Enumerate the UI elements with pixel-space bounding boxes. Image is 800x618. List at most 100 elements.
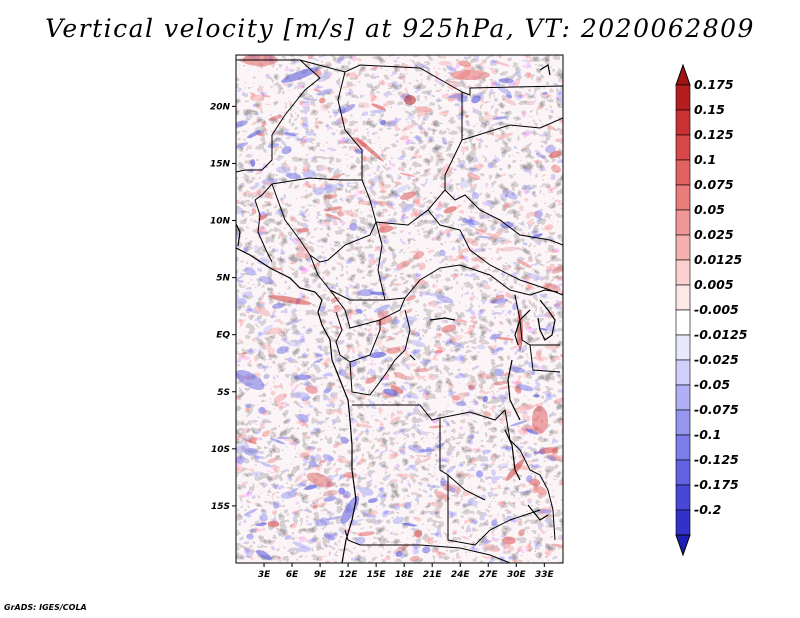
velocity-patch	[497, 86, 512, 95]
velocity-patch	[311, 496, 325, 503]
velocity-patch	[551, 264, 563, 274]
velocity-patch	[322, 454, 335, 462]
velocity-patch	[482, 411, 492, 418]
velocity-streak	[236, 369, 265, 391]
velocity-patch	[267, 327, 283, 335]
velocity-patch	[253, 244, 260, 251]
lon-tick-label: 21E	[423, 570, 443, 580]
velocity-patch	[272, 302, 285, 309]
velocity-patch	[543, 283, 561, 292]
velocity-patch	[496, 337, 514, 341]
lon-tick: 3E	[258, 563, 271, 580]
velocity-patch	[240, 481, 248, 486]
colorbar-label: -0.175	[694, 477, 739, 492]
lat-tick-label: 20N	[210, 102, 231, 112]
velocity-patch	[241, 352, 248, 355]
velocity-patch	[325, 516, 342, 521]
velocity-patch	[401, 123, 416, 132]
velocity-patch	[545, 145, 556, 154]
lon-tick: 21E	[423, 563, 443, 580]
velocity-patch	[236, 444, 250, 454]
lon-tick-label: 6E	[286, 570, 299, 580]
velocity-patch	[469, 434, 475, 440]
lon-tick-label: 9E	[314, 570, 327, 580]
velocity-patch	[441, 324, 457, 333]
velocity-patch	[251, 208, 257, 215]
velocity-patch	[324, 213, 341, 221]
velocity-patch	[289, 261, 295, 265]
velocity-patch	[560, 353, 563, 358]
velocity-patch	[530, 370, 536, 376]
velocity-patch	[489, 132, 494, 135]
velocity-patch	[390, 385, 404, 395]
velocity-patch	[410, 339, 426, 348]
velocity-patch	[538, 327, 548, 331]
lon-tick: 33E	[535, 563, 554, 580]
velocity-patch	[386, 120, 399, 128]
velocity-patch	[330, 296, 340, 303]
velocity-patch	[337, 211, 344, 217]
velocity-patch	[470, 320, 478, 324]
lat-tick: 5S	[217, 388, 236, 398]
velocity-patch	[535, 152, 546, 159]
velocity-patch	[527, 211, 540, 217]
lat-tick: 20N	[210, 102, 236, 112]
velocity-patch	[248, 307, 260, 315]
velocity-patch	[244, 267, 256, 276]
velocity-patch	[316, 71, 333, 82]
velocity-patch	[483, 544, 500, 553]
velocity-patch	[236, 298, 247, 305]
velocity-patch	[373, 304, 391, 313]
velocity-patch	[448, 80, 459, 84]
lon-tick: 30E	[507, 563, 526, 580]
velocity-patch	[349, 518, 364, 525]
velocity-patch	[503, 203, 509, 210]
velocity-patch	[474, 228, 487, 233]
velocity-patch	[299, 451, 310, 459]
colorbar-segment	[675, 459, 691, 486]
colorbar-segment	[675, 284, 691, 311]
velocity-patch	[441, 137, 447, 145]
velocity-patch	[476, 344, 486, 350]
velocity-patch	[323, 194, 338, 199]
lat-tick: EQ	[216, 331, 236, 341]
velocity-patch	[402, 320, 413, 329]
lon-tick: 9E	[314, 563, 327, 580]
velocity-patch	[387, 118, 402, 124]
velocity-patch	[497, 394, 506, 403]
velocity-patch	[422, 546, 431, 554]
lon-tick-label: 18E	[395, 570, 415, 580]
velocity-patch	[414, 428, 429, 436]
velocity-patch	[338, 369, 347, 376]
velocity-patch	[270, 390, 276, 396]
velocity-patch	[245, 513, 252, 518]
velocity-patch	[529, 478, 541, 487]
velocity-patch	[259, 515, 264, 521]
velocity-patch	[250, 94, 265, 102]
velocity-patch	[255, 522, 268, 527]
lat-tick: 15S	[211, 502, 236, 512]
colorbar-bottom-arrow	[675, 534, 691, 557]
velocity-patch	[494, 61, 511, 67]
velocity-patch	[522, 59, 533, 62]
velocity-patch	[269, 437, 286, 445]
velocity-patch	[257, 189, 274, 199]
lon-tick-label: 3E	[258, 570, 271, 580]
lat-tick-label: 15S	[211, 502, 230, 512]
velocity-patch	[549, 150, 562, 159]
velocity-patch	[307, 404, 314, 408]
lon-tick: 6E	[286, 563, 299, 580]
velocity-patch	[245, 555, 251, 558]
velocity-patch	[376, 315, 393, 326]
velocity-patch	[261, 430, 271, 438]
velocity-patch	[515, 386, 522, 394]
velocity-streak	[404, 95, 416, 105]
velocity-patch	[399, 135, 409, 141]
colorbar-segment	[675, 209, 691, 236]
colorbar-label: 0.025	[694, 227, 734, 242]
colorbar-segment	[675, 359, 691, 386]
velocity-patch	[518, 490, 533, 494]
velocity-patch	[518, 529, 525, 537]
velocity-patch	[451, 395, 461, 401]
